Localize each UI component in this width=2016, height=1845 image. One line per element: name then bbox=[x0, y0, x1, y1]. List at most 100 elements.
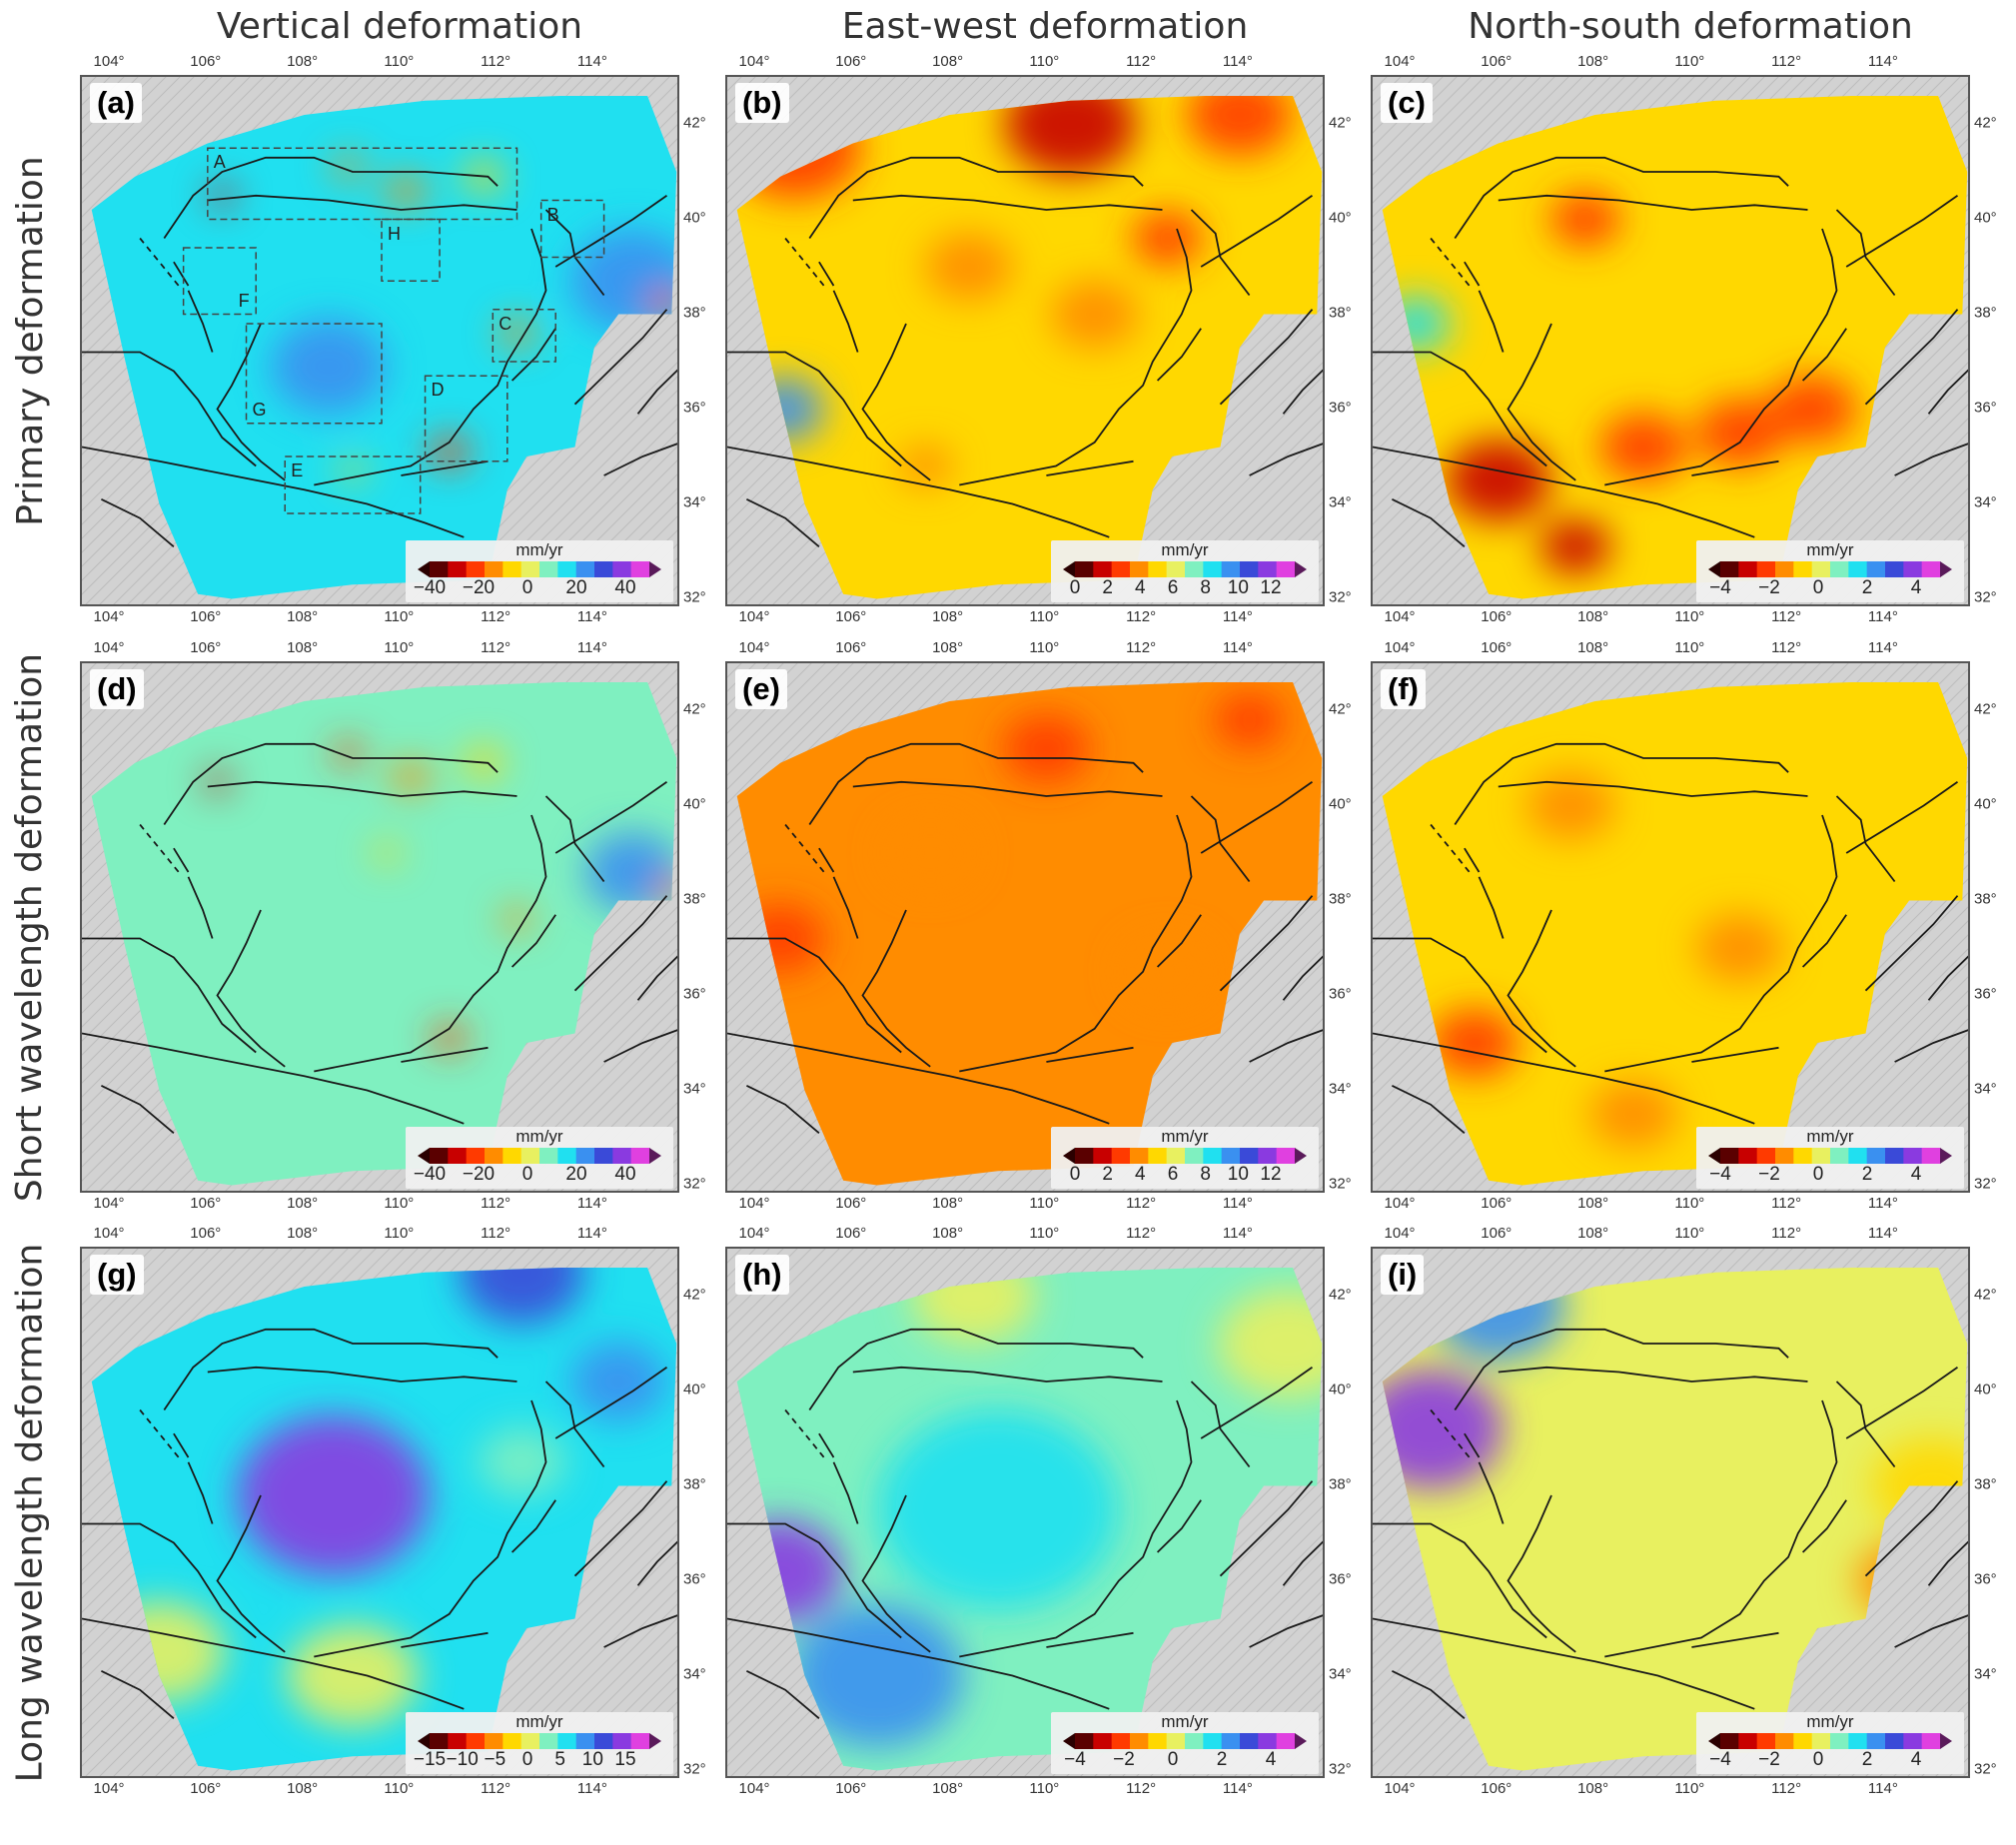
colorbar-tick-label: 4 bbox=[1135, 1164, 1146, 1185]
panel-label: (f) bbox=[1381, 669, 1426, 709]
map-panel-vertical-long: (g) mm/yr −15 −10 −5 0 5 10 15 bbox=[80, 1247, 679, 1778]
colorbar-tick-label: 10 bbox=[1227, 1164, 1249, 1185]
latitude-tick-label: 40° bbox=[1329, 209, 1352, 226]
colorbar-tick-label: 10 bbox=[581, 1749, 603, 1770]
colorbar-tick-label: 0 bbox=[521, 1749, 533, 1770]
colorbar-tick-label: 4 bbox=[1265, 1749, 1277, 1770]
longitude-tick-label: 106° bbox=[835, 1225, 867, 1242]
colorbar-tick-label: 40 bbox=[614, 1164, 636, 1185]
study-box-e bbox=[284, 456, 422, 514]
longitude-tick-label: 108° bbox=[932, 1195, 964, 1212]
longitude-tick-label: 104° bbox=[1384, 53, 1416, 70]
latitude-tick-label: 40° bbox=[683, 795, 706, 812]
colorbar-unit: mm/yr bbox=[1806, 540, 1854, 559]
study-box-c bbox=[492, 309, 556, 363]
longitude-tick-label: 114° bbox=[1222, 1225, 1253, 1242]
longitude-tick-label: 104° bbox=[93, 1225, 125, 1242]
latitude-tick-label: 40° bbox=[683, 1381, 706, 1397]
colorbar-tick-label: −10 bbox=[446, 1749, 479, 1770]
latitude-tick-label: 36° bbox=[1329, 399, 1352, 416]
longitude-ticks: 104° 106° 108° 110° 112° 114° bbox=[80, 639, 679, 659]
latitude-tick-label: 34° bbox=[1974, 493, 1997, 510]
colorbar: mm/yr −4 −2 0 2 4 bbox=[1696, 1127, 1964, 1189]
latitude-tick-label: 40° bbox=[1329, 1381, 1352, 1397]
longitude-tick-label: 106° bbox=[190, 1225, 222, 1242]
longitude-tick-label: 114° bbox=[1867, 1195, 1898, 1212]
longitude-tick-label: 110° bbox=[384, 608, 415, 625]
colorbar-unit: mm/yr bbox=[1161, 540, 1209, 559]
longitude-tick-label: 112° bbox=[1126, 639, 1157, 656]
longitude-tick-label: 114° bbox=[1222, 639, 1253, 656]
colorbar-tick-label: 12 bbox=[1260, 577, 1282, 598]
colorbar-unit: mm/yr bbox=[515, 540, 563, 559]
colorbar-tick-label: −40 bbox=[413, 577, 447, 598]
latitude-tick-label: 32° bbox=[1329, 588, 1352, 605]
colorbar-tick-label: 0 bbox=[1812, 577, 1824, 598]
longitude-tick-label: 110° bbox=[1029, 1225, 1060, 1242]
latitude-tick-label: 42° bbox=[1329, 700, 1352, 717]
fault-lines bbox=[82, 1328, 677, 1719]
latitude-tick-label: 34° bbox=[1974, 1665, 1997, 1682]
longitude-tick-label: 108° bbox=[287, 1225, 319, 1242]
longitude-tick-label: 104° bbox=[738, 1195, 770, 1212]
longitude-ticks: 104° 106° 108° 110° 112° 114° bbox=[80, 1780, 679, 1800]
longitude-tick-label: 112° bbox=[1771, 1780, 1802, 1797]
study-boxes bbox=[182, 147, 605, 514]
study-box-label: G bbox=[252, 399, 267, 420]
colorbar-unit: mm/yr bbox=[1806, 1127, 1854, 1146]
latitude-tick-label: 36° bbox=[1329, 1570, 1352, 1587]
longitude-tick-label: 108° bbox=[1577, 1195, 1609, 1212]
colorbar-tick-label: 15 bbox=[614, 1749, 636, 1770]
map-canvas bbox=[727, 77, 1323, 604]
longitude-tick-label: 112° bbox=[1126, 1780, 1157, 1797]
study-box-d bbox=[424, 375, 508, 462]
longitude-ticks: 104° 106° 108° 110° 112° 114° bbox=[80, 608, 679, 628]
latitude-ticks: 42° 40° 38° 36° 34° 32° bbox=[1971, 1247, 2011, 1778]
colorbar-tick-label: −4 bbox=[1064, 1749, 1086, 1770]
longitude-tick-label: 110° bbox=[1674, 1225, 1705, 1242]
longitude-tick-label: 112° bbox=[1771, 639, 1802, 656]
fault-lines bbox=[727, 742, 1323, 1134]
longitude-tick-label: 112° bbox=[481, 1195, 511, 1212]
study-box-label: B bbox=[546, 204, 559, 225]
longitude-tick-label: 104° bbox=[93, 1195, 125, 1212]
column-title-east-west: East-west deformation bbox=[841, 6, 1249, 47]
colorbar: mm/yr −15 −10 −5 0 5 10 15 bbox=[406, 1712, 673, 1774]
longitude-ticks: 104° 106° 108° 110° 112° 114° bbox=[725, 1225, 1325, 1245]
colorbar-tick-label: 12 bbox=[1260, 1164, 1282, 1185]
study-box-label: D bbox=[431, 380, 445, 401]
longitude-tick-label: 112° bbox=[1126, 53, 1157, 70]
longitude-tick-label: 114° bbox=[576, 639, 607, 656]
longitude-tick-label: 104° bbox=[1384, 639, 1416, 656]
longitude-tick-label: 104° bbox=[738, 1225, 770, 1242]
latitude-tick-label: 42° bbox=[1974, 114, 1997, 131]
colorbar: mm/yr 0 2 4 6 8 10 12 bbox=[1051, 540, 1319, 602]
longitude-tick-label: 112° bbox=[481, 639, 511, 656]
row-title-primary: Primary deformation bbox=[0, 75, 60, 606]
longitude-tick-label: 106° bbox=[1481, 1195, 1512, 1212]
longitude-tick-label: 112° bbox=[1771, 1225, 1802, 1242]
latitude-tick-label: 42° bbox=[683, 700, 706, 717]
map-canvas bbox=[82, 1249, 677, 1776]
colorbar-tick-label: 2 bbox=[1861, 577, 1873, 598]
panel-label: (b) bbox=[735, 83, 789, 123]
longitude-tick-label: 106° bbox=[1481, 639, 1512, 656]
longitude-tick-label: 108° bbox=[287, 608, 319, 625]
colorbar-tick-label: 4 bbox=[1910, 577, 1922, 598]
map-canvas bbox=[82, 77, 677, 604]
longitude-tick-label: 108° bbox=[287, 1780, 319, 1797]
colorbar-unit: mm/yr bbox=[515, 1712, 563, 1731]
colorbar-tick-label: 0 bbox=[521, 1164, 533, 1185]
longitude-tick-label: 108° bbox=[287, 639, 319, 656]
row-title-primary-text: Primary deformation bbox=[9, 155, 51, 526]
longitude-ticks: 104° 106° 108° 110° 112° 114° bbox=[80, 1225, 679, 1245]
longitude-tick-label: 114° bbox=[1222, 53, 1253, 70]
row-title-long: Long wavelength deformation bbox=[0, 1243, 60, 1782]
colorbar-gradient bbox=[1708, 561, 1952, 577]
colorbar-tick-label: −20 bbox=[462, 577, 496, 598]
longitude-tick-label: 112° bbox=[1771, 1195, 1802, 1212]
colorbar-tick-label: −15 bbox=[413, 1749, 447, 1770]
longitude-tick-label: 114° bbox=[576, 1195, 607, 1212]
colorbar: mm/yr 0 2 4 6 8 10 12 bbox=[1051, 1127, 1319, 1189]
row-title-long-text: Long wavelength deformation bbox=[9, 1243, 51, 1782]
